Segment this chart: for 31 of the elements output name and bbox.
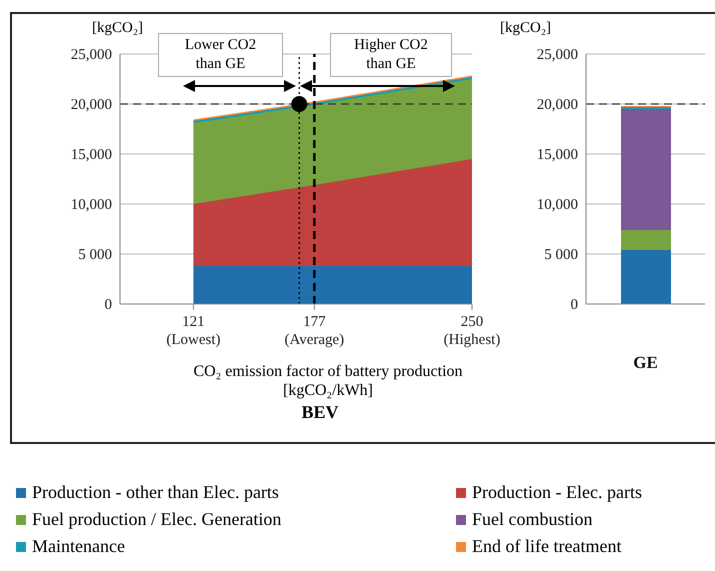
y-tick-label: 10,000 (70, 197, 112, 213)
x-axis-title: CO₂ emission factor of battery production [kgCO₂/kWh] (192, 362, 464, 400)
y-tick-label: 20,000 (536, 97, 578, 113)
x-tick-label: 250 (Highest) (444, 314, 500, 348)
x-tick-label: GE (633, 353, 658, 372)
x-tick-label: 121 (Lowest) (166, 314, 220, 348)
bar (621, 250, 671, 304)
y-tick-label: 5 000 (544, 247, 578, 263)
callout-box: Lower CO2 than GE (158, 33, 283, 77)
legend-label: Fuel production / Elec. Generation (32, 509, 282, 530)
y-axis-title: [kgCO₂] (92, 20, 144, 37)
y-tick-label: 15,000 (70, 147, 112, 163)
y-tick-label: 0 (570, 297, 578, 313)
y-axis-title: [kgCO₂] (500, 20, 552, 37)
legend-label: Production - Elec. parts (472, 482, 642, 503)
text: BEV (300, 402, 340, 423)
legend-label: Fuel combustion (472, 509, 592, 530)
y-tick-label: 15,000 (536, 147, 578, 163)
legend-label: Production - other than Elec. parts (32, 482, 279, 503)
bar (621, 109, 671, 230)
bar (621, 230, 671, 250)
callout-box: Higher CO2 than GE (330, 33, 452, 77)
y-tick-label: 0 (104, 297, 112, 313)
legend-label: End of life treatment (472, 536, 622, 557)
y-tick-label: 25,000 (536, 47, 578, 63)
y-tick-label: 25,000 (70, 47, 112, 63)
y-tick-label: 10,000 (536, 197, 578, 213)
y-tick-label: 5 000 (78, 247, 112, 263)
y-tick-label: 20,000 (70, 97, 112, 113)
x-tick-label: 177 (Average) (284, 314, 344, 348)
legend-label: Maintenance (32, 536, 125, 557)
